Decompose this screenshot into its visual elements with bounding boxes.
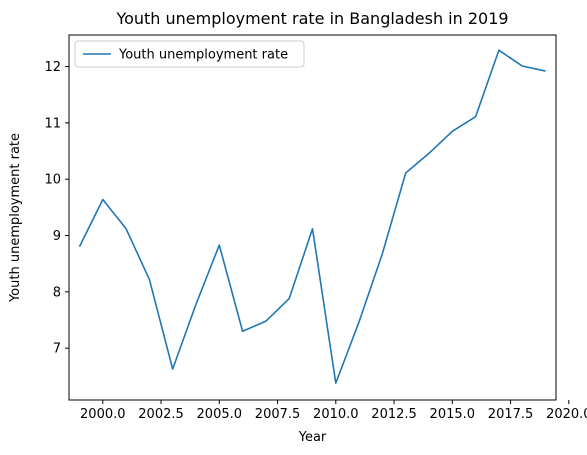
series-line [78, 49, 546, 384]
y-tick-label: 10 [44, 173, 61, 188]
y-tick-label: 9 [53, 229, 61, 244]
x-tick-label: 2012.5 [371, 407, 417, 422]
plot-area [68, 34, 557, 401]
legend-box [74, 40, 305, 68]
y-tick-label: 11 [44, 116, 61, 131]
x-tick-label: 2015.0 [430, 407, 476, 422]
y-axis-label: Youth unemployment rate [8, 133, 23, 303]
plot-frame [68, 34, 557, 401]
x-tick-label: 2010.0 [313, 407, 359, 422]
x-axis-label: Year [298, 430, 327, 445]
y-axis: 7 8 9 10 11 12 [44, 60, 69, 357]
chart-title: Youth unemployment rate in Bangladesh in… [115, 9, 508, 28]
x-tick-label: 2000.0 [80, 407, 126, 422]
x-tick-label: 2007.5 [255, 407, 301, 422]
x-tick-label: 2002.5 [138, 407, 184, 422]
x-tick-label: 2005.0 [197, 407, 243, 422]
legend: Youth unemployment rate [74, 40, 305, 68]
y-tick-label: 12 [44, 60, 61, 75]
x-tick-label: 2020.0 [546, 407, 587, 422]
legend-label: Youth unemployment rate [118, 48, 288, 63]
y-tick-label: 7 [53, 342, 61, 357]
x-tick-label: 2017.5 [488, 407, 534, 422]
y-tick-label: 8 [53, 285, 61, 300]
x-axis: 2000.0 2002.5 2005.0 2007.5 2010.0 2012.5 2015… [80, 400, 587, 422]
